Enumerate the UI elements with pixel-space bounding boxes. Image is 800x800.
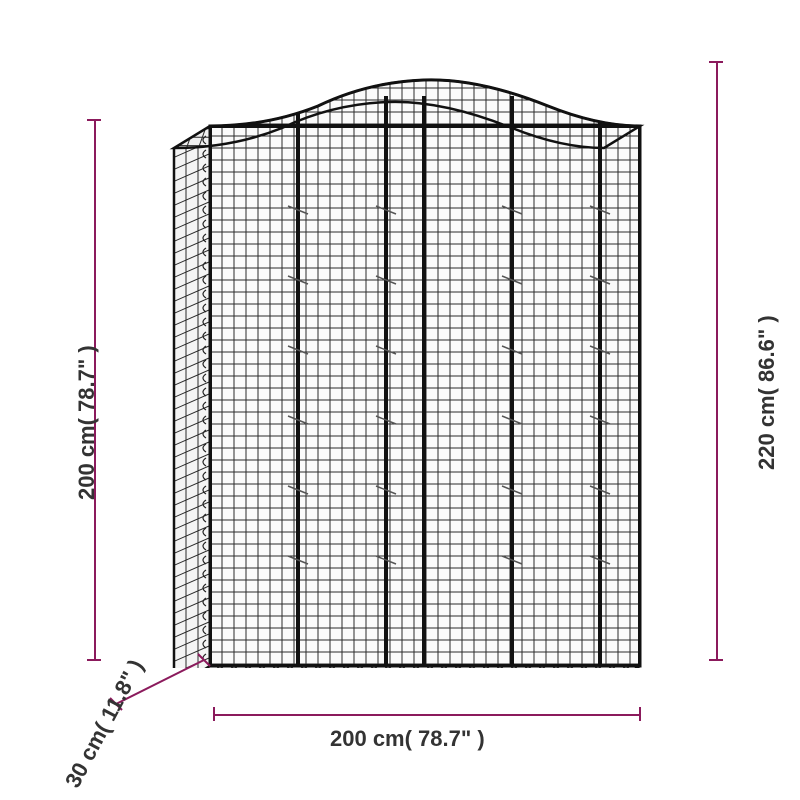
arrow-cap bbox=[213, 707, 215, 721]
label-depth: 30 cm( 11.8" ) bbox=[60, 655, 149, 792]
arrow-cap bbox=[87, 659, 101, 661]
product-dimension-figure: 200 cm( 78.7" ) 220 cm( 86.6" ) 200 cm( … bbox=[0, 0, 800, 800]
label-height-right: 220 cm( 86.6" ) bbox=[754, 315, 780, 470]
gabion-front-mesh bbox=[210, 76, 640, 668]
label-height-left: 200 cm( 78.7" ) bbox=[74, 345, 100, 500]
dim-line-height-right bbox=[716, 62, 718, 660]
arrow-cap bbox=[709, 61, 723, 63]
arrow-cap bbox=[87, 119, 101, 121]
gabion-svg bbox=[168, 36, 648, 668]
arrow-cap bbox=[639, 707, 641, 721]
arrow-cap bbox=[709, 659, 723, 661]
label-width: 200 cm( 78.7" ) bbox=[330, 726, 485, 752]
dim-line-width bbox=[214, 714, 640, 716]
gabion-illustration bbox=[168, 36, 648, 668]
